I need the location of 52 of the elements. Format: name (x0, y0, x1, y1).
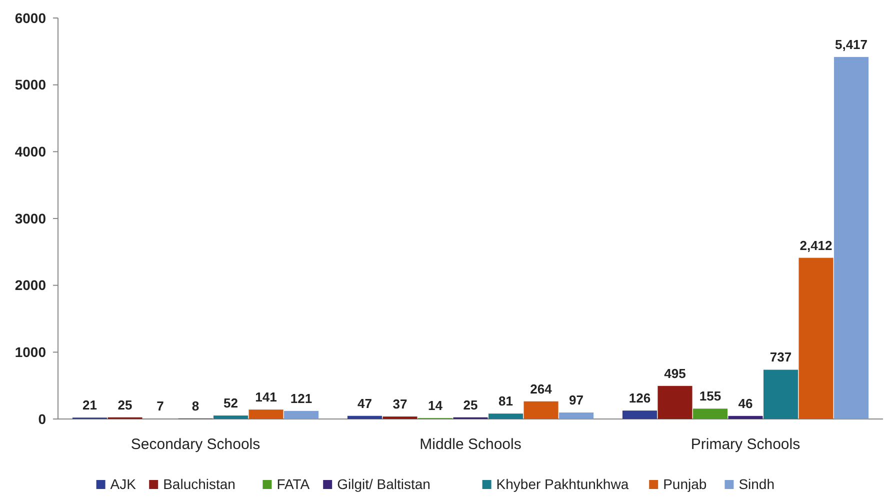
x-tick-label: Secondary Schools (130, 436, 260, 453)
bar (834, 56, 869, 419)
bar (488, 414, 524, 419)
bar (347, 416, 382, 419)
data-label: 495 (664, 366, 686, 381)
y-tick-label: 0 (38, 410, 46, 427)
bar (524, 401, 558, 419)
bar (284, 410, 319, 419)
data-label: 141 (255, 390, 277, 405)
data-label: 97 (569, 392, 584, 408)
data-label: 37 (392, 396, 408, 412)
data-label: 737 (770, 350, 792, 365)
data-label: 25 (463, 397, 478, 412)
data-label: 8 (192, 398, 200, 414)
bar (692, 408, 728, 419)
data-label: 46 (738, 396, 753, 411)
y-tick-label: 2000 (14, 277, 46, 294)
data-label: 47 (357, 396, 372, 411)
bar (213, 416, 248, 419)
data-label: 21 (82, 398, 97, 413)
y-tick-label: 1000 (14, 344, 46, 360)
data-label: 52 (224, 396, 238, 411)
data-label: 126 (628, 390, 651, 406)
y-tick-label: 3000 (14, 210, 46, 226)
data-label: 7 (156, 398, 164, 414)
y-tick-label: 5000 (14, 76, 46, 93)
data-label: 264 (530, 381, 553, 396)
legend-label: Gilgit/ Baltistan (337, 476, 430, 492)
data-label: 25 (118, 397, 132, 412)
legend-label: Sindh (738, 476, 775, 492)
data-label: 5,417 (834, 36, 868, 52)
bar (658, 386, 692, 419)
legend-label: Baluchistan (163, 476, 236, 492)
data-label: 121 (290, 390, 312, 406)
data-label: 2,412 (800, 238, 832, 253)
bar (558, 412, 594, 419)
data-label: 155 (699, 388, 722, 404)
data-label: 81 (498, 394, 513, 409)
legend-label: Khyber Pakhtunkhwa (496, 476, 629, 492)
x-tick-label: Primary Schools (690, 436, 800, 453)
bar (622, 410, 658, 419)
y-tick-label: 4000 (14, 144, 46, 160)
legend-label: FATA (276, 476, 310, 492)
bar (763, 370, 798, 419)
legend-label: Punjab (663, 476, 707, 492)
bar (798, 258, 834, 419)
y-tick-label: 6000 (14, 10, 46, 26)
data-label: 14 (428, 398, 444, 414)
bar (728, 416, 763, 419)
x-tick-label: Middle Schools (420, 436, 522, 453)
bar (248, 410, 284, 419)
legend-label: AJK (110, 476, 137, 492)
